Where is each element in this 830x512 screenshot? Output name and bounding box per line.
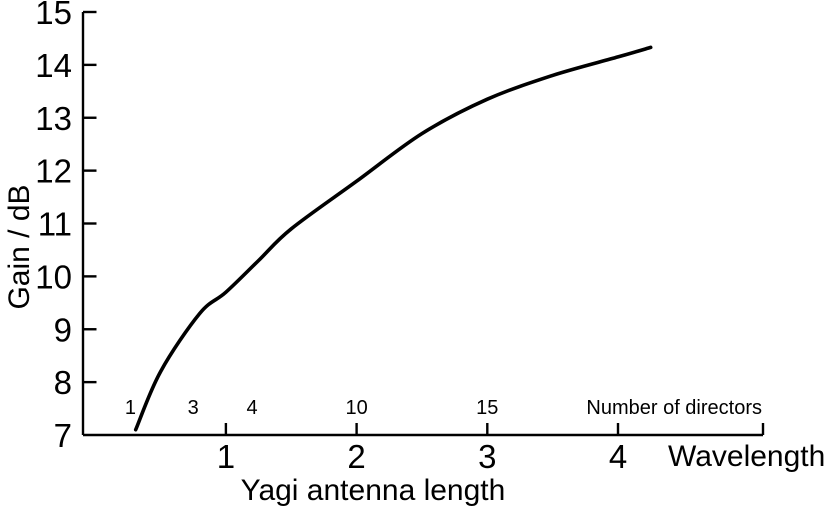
director-annotations: 1 3 4 10 15 Number of directors (125, 397, 762, 419)
y-tick-label: 11 (38, 206, 72, 243)
y-tick-label: 13 (35, 100, 72, 137)
director-count-label: 1 (125, 397, 136, 419)
gain-curve-line (133, 45, 653, 432)
x-axis-unit-label: Wavelength (668, 440, 825, 473)
annotation-heading: Number of directors (586, 397, 762, 419)
x-tick-label: 1 (217, 438, 235, 475)
director-count-label: 15 (476, 397, 498, 419)
x-tick-label: 4 (609, 438, 627, 475)
director-count-label: 10 (345, 397, 367, 419)
y-tick-label: 14 (35, 47, 72, 84)
y-tick-label: 12 (35, 153, 72, 190)
y-tick-label: 10 (35, 258, 72, 295)
y-tick-label: 9 (54, 311, 72, 348)
y-axis-title: Gain / dB (3, 184, 36, 309)
director-count-label: 4 (246, 397, 257, 419)
y-tick-label: 8 (54, 364, 72, 401)
x-tick-label: 3 (478, 438, 496, 475)
director-count-label: 3 (188, 397, 199, 419)
gain-curve (133, 45, 653, 432)
x-axis-title: Yagi antenna length (241, 474, 506, 507)
axes (81, 12, 763, 437)
y-tick-label: 7 (54, 417, 72, 454)
y-tick-label: 15 (35, 0, 72, 31)
x-tick-label: 2 (347, 438, 365, 475)
axis-ticks (83, 10, 765, 435)
